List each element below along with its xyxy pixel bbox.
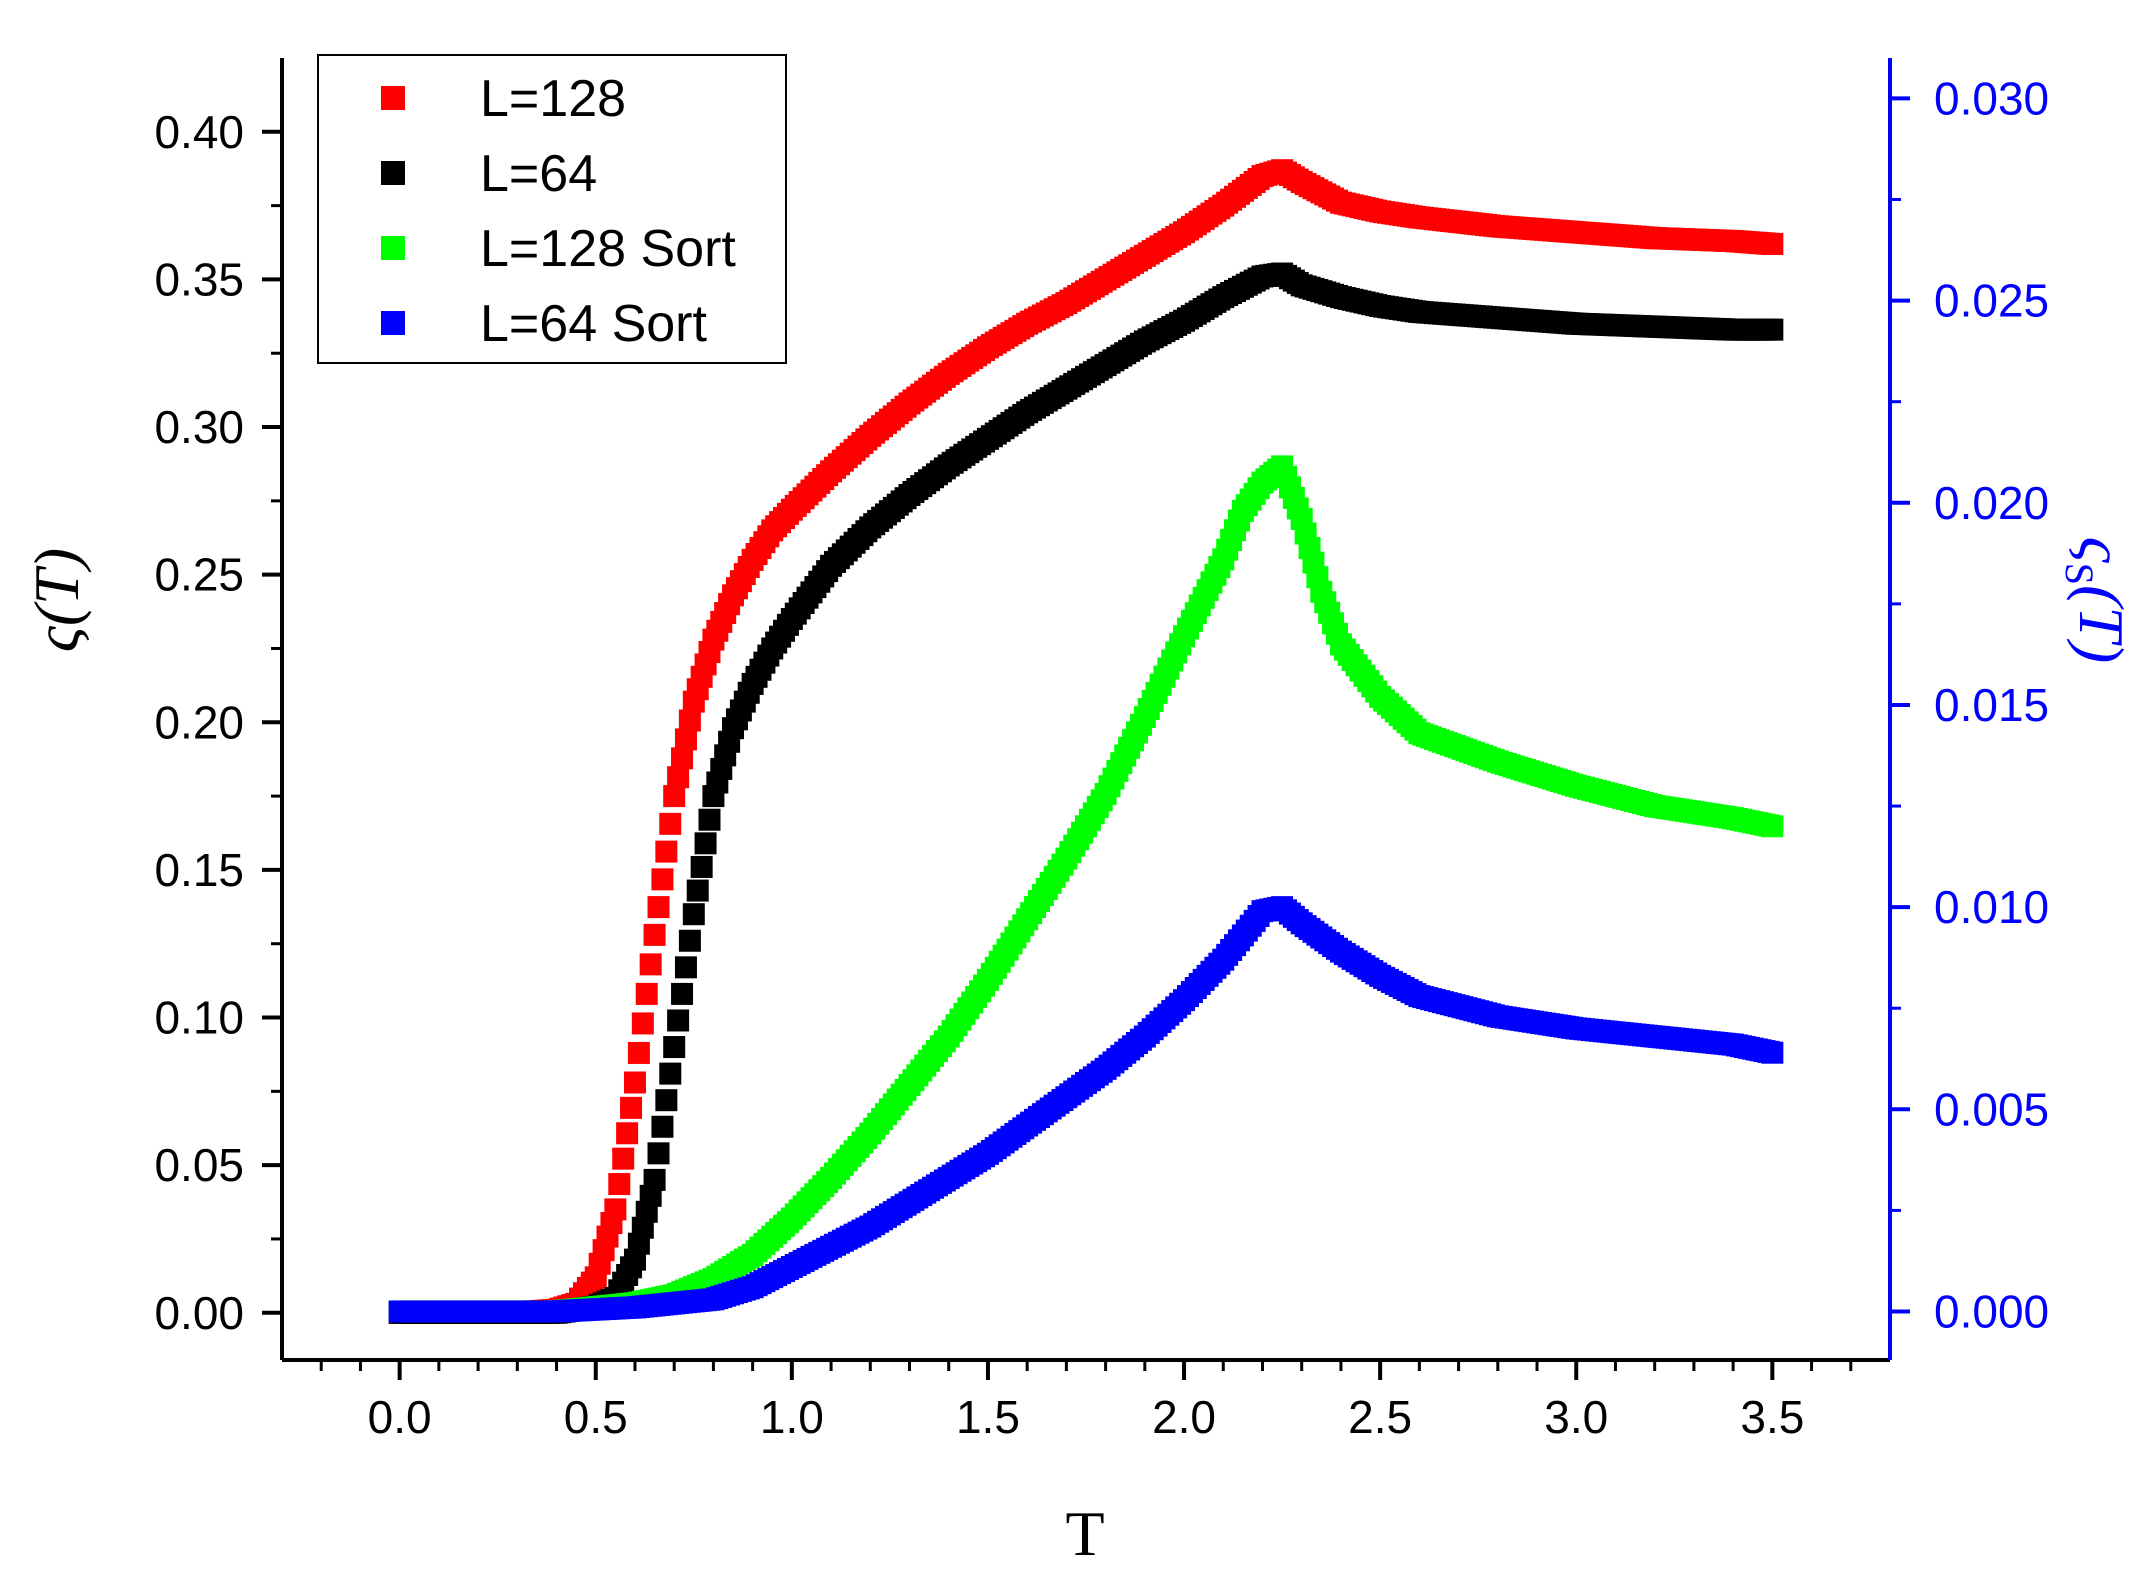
data-point	[1761, 318, 1784, 341]
x-axis-title: T	[1065, 1498, 1104, 1569]
y-right-tick-label: 0.010	[1934, 881, 2049, 933]
data-point	[643, 923, 666, 946]
y-right-tick-label: 0.030	[1934, 72, 2049, 124]
x-tick-label: 1.5	[956, 1391, 1020, 1443]
data-point	[667, 1009, 690, 1032]
x-tick-label: 0.0	[368, 1391, 432, 1443]
data-point	[635, 982, 658, 1005]
legend-marker-l64	[381, 161, 405, 185]
data-point	[620, 1096, 643, 1119]
data-point	[651, 868, 674, 891]
data-point	[678, 709, 701, 732]
series-l128-sort	[388, 455, 1784, 1323]
data-point	[655, 1089, 678, 1112]
legend-marker-l128-sort	[381, 236, 405, 260]
y-left-tick-label: 0.40	[154, 106, 244, 158]
series-l64-sort	[388, 896, 1784, 1323]
y-right-tick-label: 0.025	[1934, 275, 2049, 327]
y-left-tick-label: 0.05	[154, 1139, 244, 1191]
data-layer	[388, 159, 1784, 1324]
data-point	[698, 808, 721, 831]
legend-label-l128-sort: L=128 Sort	[480, 220, 736, 278]
data-point	[604, 1198, 627, 1221]
data-point	[678, 929, 701, 952]
y-left-tick-label: 0.10	[154, 992, 244, 1044]
right-y-axis-title-symbol: ς	[2066, 537, 2137, 564]
data-point	[639, 953, 662, 976]
x-tick-label: 3.5	[1740, 1391, 1804, 1443]
y-left-tick-label: 0.00	[154, 1287, 244, 1339]
data-point	[655, 840, 678, 863]
y-left-tick-label: 0.20	[154, 696, 244, 748]
y-right-tick-label: 0.005	[1934, 1083, 2049, 1135]
data-point	[674, 956, 697, 979]
data-point	[667, 766, 690, 789]
y-left-tick-label: 0.15	[154, 844, 244, 896]
x-tick-label: 1.0	[760, 1391, 824, 1443]
legend-label-l128: L=128	[480, 70, 626, 128]
y-left-tick-label: 0.25	[154, 549, 244, 601]
data-point	[1761, 1041, 1784, 1064]
legend-marker-l128	[381, 86, 405, 110]
data-point	[1761, 815, 1784, 838]
data-point	[623, 1071, 646, 1094]
data-point	[659, 1062, 682, 1085]
data-point	[686, 879, 709, 902]
legend-marker-l64-sort	[381, 311, 405, 335]
y-left-tick-label: 0.30	[154, 401, 244, 453]
data-point	[674, 728, 697, 751]
data-point	[1761, 233, 1784, 255]
x-tick-label: 3.0	[1544, 1391, 1608, 1443]
data-point	[690, 855, 713, 878]
right-y-axis-title: ςS(T)	[2057, 537, 2137, 663]
data-point	[694, 832, 717, 855]
data-point	[647, 896, 670, 919]
legend-label-l64-sort: L=64 Sort	[480, 295, 707, 353]
data-point	[682, 903, 705, 926]
data-point	[647, 1142, 670, 1165]
data-point	[643, 1168, 666, 1191]
data-point	[651, 1115, 674, 1138]
data-point	[659, 812, 682, 835]
legend: L=128 L=64 L=128 Sort L=64 Sort	[317, 54, 787, 364]
y-right-tick-label: 0.000	[1934, 1285, 2049, 1337]
x-tick-label: 0.5	[564, 1391, 628, 1443]
data-point	[608, 1173, 631, 1196]
x-tick-label: 2.0	[1152, 1391, 1216, 1443]
data-point	[663, 1036, 686, 1059]
data-point	[616, 1122, 639, 1145]
y-right-tick-label: 0.015	[1934, 679, 2049, 731]
ticks-layer: 0.0 0.5 1.0 1.5 2.0 2.5 3.0 3.5 0.00 0.05 0.10 0.15…	[154, 72, 2049, 1443]
y-right-tick-label: 0.020	[1934, 477, 2049, 529]
legend-label-l64: L=64	[480, 145, 597, 203]
right-y-axis-title-subscript: S	[2057, 563, 2102, 585]
right-y-axis-title-suffix: (T)	[2066, 585, 2137, 663]
data-point	[631, 1012, 654, 1035]
data-point	[627, 1041, 650, 1064]
data-point	[612, 1147, 635, 1170]
x-tick-label: 2.5	[1348, 1391, 1412, 1443]
y-left-tick-label: 0.35	[154, 253, 244, 305]
axes-layer	[280, 58, 1892, 1362]
data-point	[671, 747, 694, 770]
left-y-axis-title: ς(T)	[21, 548, 92, 652]
data-point	[671, 982, 694, 1005]
data-point	[663, 785, 686, 808]
